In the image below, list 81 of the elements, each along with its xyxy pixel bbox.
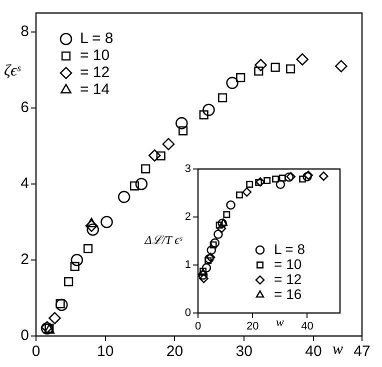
point: [178, 126, 188, 136]
x-tick-label: 47: [354, 343, 370, 360]
y-tick-label: 6: [20, 99, 29, 116]
point: [64, 277, 74, 286]
legend-label: = 12: [80, 64, 110, 82]
legend-label: = 14: [80, 81, 110, 98]
point: [236, 73, 246, 82]
x-tick-label: 40: [301, 320, 314, 333]
point: [276, 180, 286, 190]
point: [156, 151, 166, 160]
point: [254, 58, 267, 72]
x-axis-title: w: [276, 315, 284, 330]
x-tick-label: 20: [166, 343, 184, 360]
point: [148, 149, 161, 162]
point: [219, 218, 228, 226]
x-tick-label: 10: [97, 343, 114, 360]
legend-label: = 10: [274, 256, 302, 272]
y-tick-label: 0: [184, 307, 191, 320]
legend-label: = 10: [80, 47, 110, 64]
point: [56, 299, 65, 308]
point: [296, 53, 308, 66]
point: [130, 181, 140, 190]
y-tick-label: 4: [20, 175, 29, 192]
point: [135, 178, 148, 190]
y-tick-label: 1: [184, 259, 191, 272]
point: [242, 187, 252, 197]
point: [286, 64, 296, 74]
point: [86, 218, 97, 228]
x-tick-label: 0: [194, 320, 202, 333]
point: [199, 110, 208, 120]
point: [162, 138, 175, 150]
point: [83, 244, 93, 254]
point: [270, 62, 280, 72]
point: [202, 104, 215, 116]
point: [118, 190, 130, 204]
legend-label: = 12: [274, 270, 302, 287]
point: [176, 117, 188, 130]
point: [254, 66, 264, 76]
x-tick-label: 20: [246, 320, 259, 333]
x-axis-title: w: [332, 341, 344, 358]
point: [236, 191, 243, 198]
y-tick-label: 2: [184, 211, 191, 224]
point: [335, 60, 348, 72]
y-tick-label: 2: [20, 251, 29, 268]
legend-label: L = 8: [274, 240, 306, 257]
point: [278, 174, 286, 182]
x-tick-label: 40: [305, 343, 322, 360]
y-axis-title: Δℒ/T ϵˢ: [144, 233, 182, 248]
point: [70, 262, 80, 271]
point: [210, 238, 220, 248]
y-tick-label: 8: [20, 23, 29, 40]
point: [100, 216, 113, 228]
point: [226, 76, 238, 90]
point: [214, 230, 223, 239]
point: [318, 172, 328, 181]
y-tick-label: 3: [184, 163, 191, 176]
point: [210, 241, 217, 248]
point: [286, 172, 296, 182]
point: [264, 177, 271, 184]
point: [86, 223, 100, 236]
x-tick-label: 0: [32, 343, 40, 360]
legend-label: = 16: [274, 286, 302, 302]
point: [299, 176, 306, 183]
point: [204, 257, 212, 264]
point: [48, 312, 61, 324]
legend-label: L = 8: [80, 30, 114, 48]
point: [246, 180, 254, 188]
y-axis-title: ζϵˢ: [4, 62, 21, 80]
point: [70, 254, 84, 266]
point: [216, 222, 223, 229]
point: [218, 93, 228, 102]
point: [85, 220, 98, 232]
point: [272, 176, 280, 183]
point: [255, 178, 262, 186]
point: [56, 298, 68, 311]
point: [223, 211, 230, 218]
point: [226, 200, 236, 210]
point: [206, 245, 216, 255]
point: [141, 164, 150, 174]
x-tick-label: 30: [236, 343, 252, 360]
point: [284, 172, 294, 182]
